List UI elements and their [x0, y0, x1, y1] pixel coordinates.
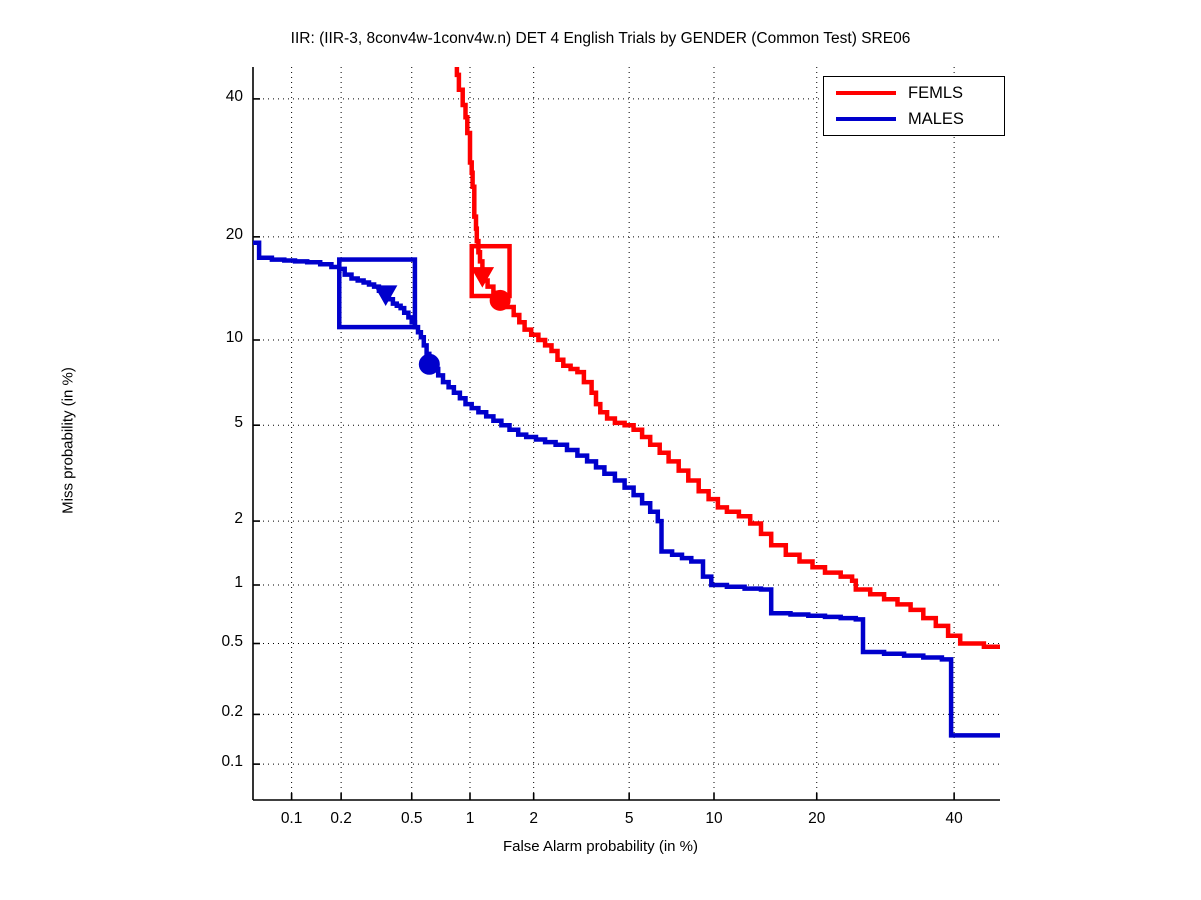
y-tick-label: 0.1	[221, 753, 243, 771]
x-tick-label: 2	[529, 810, 538, 827]
y-tick-label: 2	[234, 510, 243, 528]
axis-frame	[252, 67, 1000, 801]
y-tick-label: 5	[234, 414, 243, 432]
y-tick-label: 0.2	[221, 703, 243, 721]
legend-entry-males: MALES	[824, 107, 1004, 131]
x-tick-label: 40	[945, 810, 963, 827]
x-tick-label: 10	[705, 810, 723, 827]
x-tick-label: 1	[465, 810, 475, 827]
y-tick-label: 0.5	[221, 632, 243, 650]
legend-label-males: MALES	[908, 110, 964, 128]
x-tick-label: 20	[808, 810, 826, 827]
chart-title: IIR: (IIR-3, 8conv4w-1conv4w.n) DET 4 En…	[290, 30, 911, 47]
legend-label-femls: FEMLS	[908, 84, 964, 102]
legend-swatch-femls	[836, 91, 896, 95]
grid-lines	[253, 67, 1000, 800]
x-tick-label: 0.2	[330, 810, 352, 827]
series-males	[253, 240, 1000, 738]
x-axis-label: False Alarm probability (in %)	[502, 838, 699, 855]
x-tick-label: 0.1	[280, 810, 303, 827]
y-tick-label: 20	[225, 225, 243, 243]
y-axis-label: Miss probability (in %)	[59, 367, 77, 514]
series-femls	[454, 67, 1000, 650]
legend-entry-femls: FEMLS	[824, 81, 1004, 105]
y-tick-label: 40	[225, 87, 243, 105]
axis-ticks	[253, 98, 955, 800]
x-tick-label: 5	[624, 810, 634, 827]
y-tick-label: 1	[234, 574, 243, 591]
y-tick-label: 10	[225, 329, 243, 346]
x-tick-label: 0.5	[400, 810, 423, 827]
legend: FEMLS MALES	[823, 76, 1005, 136]
legend-swatch-males	[836, 117, 896, 121]
